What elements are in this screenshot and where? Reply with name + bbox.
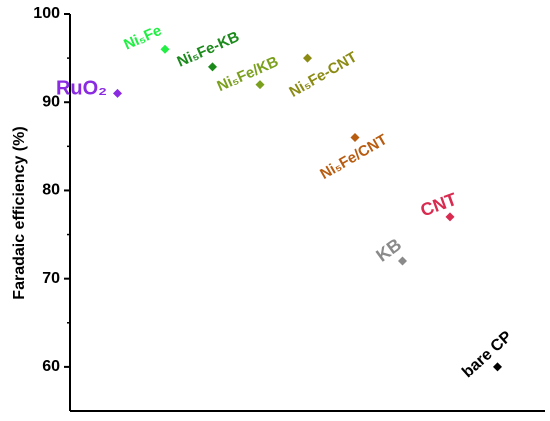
point-label: bare CP xyxy=(459,328,516,381)
point-label: Ni₅Fe-CNT xyxy=(286,48,360,100)
data-points xyxy=(113,44,502,372)
data-point xyxy=(255,80,265,90)
data-point xyxy=(160,44,170,54)
y-tick-label: 80 xyxy=(42,182,60,199)
y-tick-label: 70 xyxy=(42,270,60,287)
data-point xyxy=(113,88,122,98)
y-ticks: 60 70 80 90 100 xyxy=(33,5,70,375)
axes xyxy=(69,14,545,412)
point-label: Ni₅Fe-KB xyxy=(175,28,242,70)
data-point xyxy=(398,256,407,266)
point-label: Ni₅Fe xyxy=(121,22,164,54)
y-axis-label: Faradaic efficiency (%) xyxy=(11,126,28,299)
data-point xyxy=(493,362,502,372)
data-point xyxy=(445,212,455,222)
y-tick-label: 90 xyxy=(42,93,60,110)
point-label: Ni₅Fe/KB xyxy=(215,53,282,95)
data-point xyxy=(303,53,312,63)
y-tick-label: 60 xyxy=(42,358,60,375)
point-label: RuO₂ xyxy=(56,78,107,100)
y-tick-label: 100 xyxy=(33,5,60,22)
data-point xyxy=(350,133,360,143)
data-point xyxy=(208,62,217,72)
